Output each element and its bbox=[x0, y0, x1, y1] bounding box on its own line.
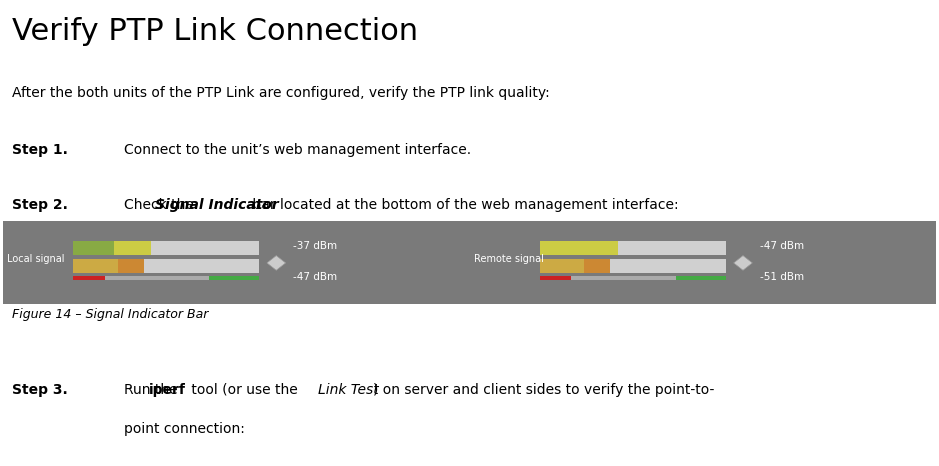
FancyBboxPatch shape bbox=[540, 241, 580, 254]
FancyBboxPatch shape bbox=[540, 259, 726, 273]
Text: Figure 14 – Signal Indicator Bar: Figure 14 – Signal Indicator Bar bbox=[12, 308, 208, 321]
FancyBboxPatch shape bbox=[73, 276, 104, 280]
Text: Verify PTP Link Connection: Verify PTP Link Connection bbox=[12, 17, 418, 46]
Text: After the both units of the PTP Link are configured, verify the PTP link quality: After the both units of the PTP Link are… bbox=[12, 86, 550, 100]
FancyBboxPatch shape bbox=[73, 241, 114, 254]
FancyBboxPatch shape bbox=[73, 259, 259, 273]
FancyBboxPatch shape bbox=[73, 276, 259, 280]
Text: Step 2.: Step 2. bbox=[12, 199, 68, 212]
Text: Step 1.: Step 1. bbox=[12, 143, 68, 157]
Text: Check the: Check the bbox=[124, 199, 198, 212]
Text: Remote signal: Remote signal bbox=[474, 254, 544, 264]
Text: -37 dBm: -37 dBm bbox=[293, 241, 337, 251]
FancyBboxPatch shape bbox=[676, 276, 726, 280]
FancyBboxPatch shape bbox=[73, 259, 117, 273]
Text: Local signal: Local signal bbox=[8, 254, 65, 264]
Text: -47 dBm: -47 dBm bbox=[760, 241, 804, 251]
Text: ) on server and client sides to verify the point-to-: ) on server and client sides to verify t… bbox=[374, 383, 715, 397]
FancyBboxPatch shape bbox=[580, 241, 618, 254]
FancyBboxPatch shape bbox=[209, 276, 259, 280]
FancyBboxPatch shape bbox=[584, 259, 610, 273]
Polygon shape bbox=[267, 255, 285, 270]
FancyBboxPatch shape bbox=[540, 259, 584, 273]
FancyBboxPatch shape bbox=[540, 241, 726, 254]
Text: bar located at the bottom of the web management interface:: bar located at the bottom of the web man… bbox=[248, 199, 679, 212]
Text: iperf: iperf bbox=[149, 383, 186, 397]
Text: -47 dBm: -47 dBm bbox=[293, 272, 337, 282]
Text: -51 dBm: -51 dBm bbox=[760, 272, 804, 282]
FancyBboxPatch shape bbox=[3, 221, 936, 304]
Text: Step 3.: Step 3. bbox=[12, 383, 68, 397]
FancyBboxPatch shape bbox=[540, 276, 726, 280]
FancyBboxPatch shape bbox=[73, 241, 259, 254]
Text: Run the: Run the bbox=[124, 383, 182, 397]
Text: Signal Indicator: Signal Indicator bbox=[155, 199, 279, 212]
Text: point connection:: point connection: bbox=[124, 422, 245, 436]
FancyBboxPatch shape bbox=[540, 276, 571, 280]
Text: Connect to the unit’s web management interface.: Connect to the unit’s web management int… bbox=[124, 143, 471, 157]
FancyBboxPatch shape bbox=[114, 241, 151, 254]
Text: Link Test: Link Test bbox=[318, 383, 379, 397]
FancyBboxPatch shape bbox=[117, 259, 144, 273]
Polygon shape bbox=[733, 255, 752, 270]
Text: tool (or use the: tool (or use the bbox=[187, 383, 301, 397]
